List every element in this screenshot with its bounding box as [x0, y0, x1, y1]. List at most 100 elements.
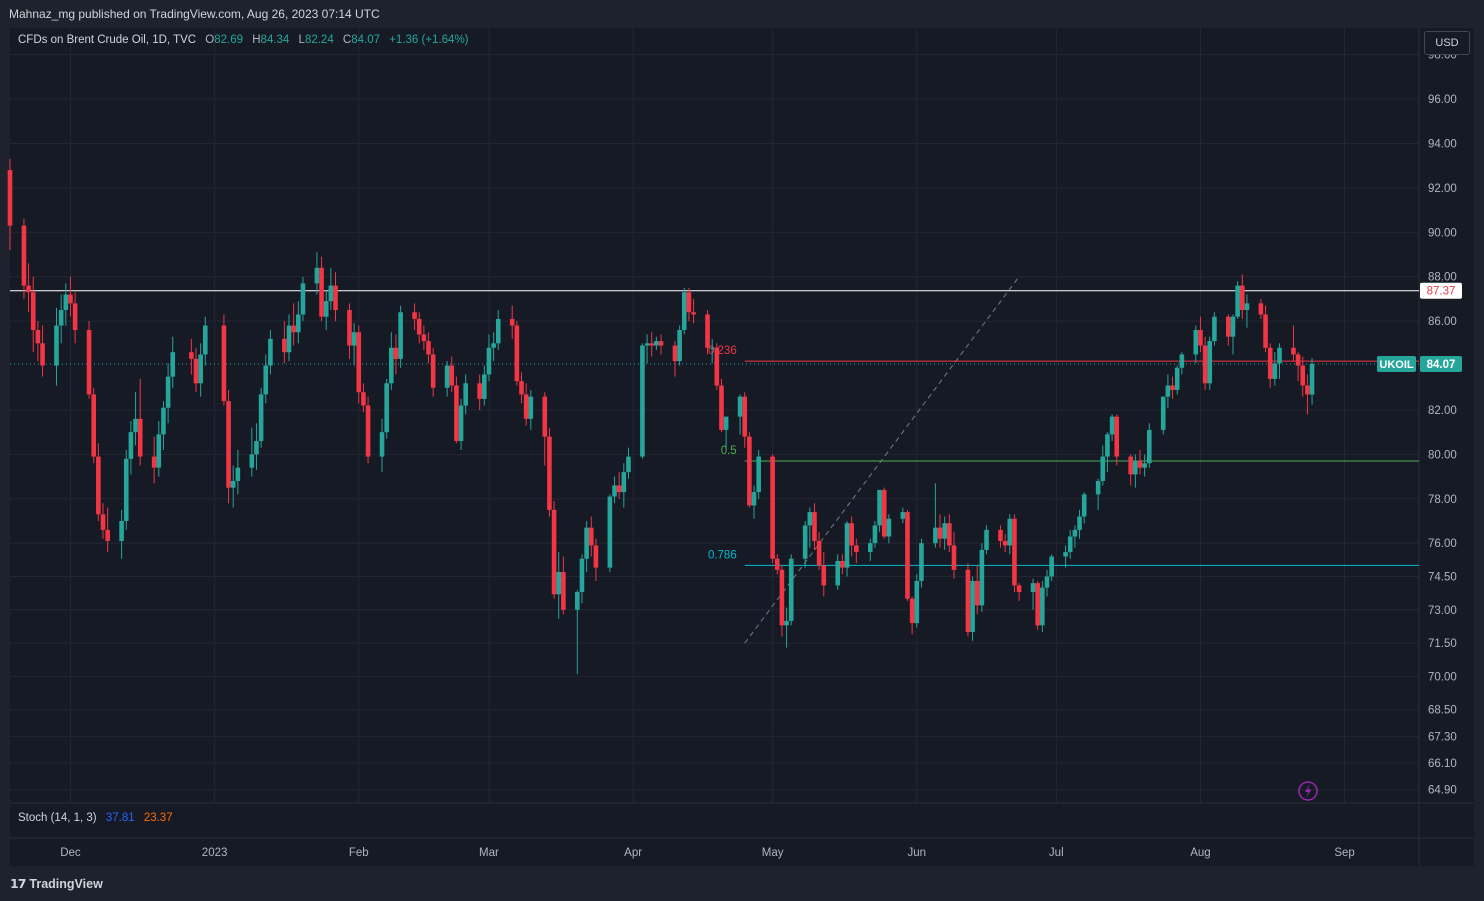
candle-body[interactable]: [189, 352, 194, 359]
candle-body[interactable]: [1165, 385, 1171, 397]
candle-body[interactable]: [849, 523, 854, 546]
candle-body[interactable]: [21, 225, 27, 286]
candle-body[interactable]: [905, 512, 910, 599]
candle-body[interactable]: [584, 527, 589, 559]
candle-body[interactable]: [1179, 354, 1185, 368]
candle-body[interactable]: [816, 540, 822, 566]
candle-body[interactable]: [54, 325, 59, 366]
candle-body[interactable]: [933, 527, 938, 544]
candle-body[interactable]: [1174, 367, 1180, 390]
candle-body[interactable]: [30, 292, 36, 331]
candle-body[interactable]: [747, 436, 752, 506]
candle-body[interactable]: [1146, 429, 1152, 464]
candle-body[interactable]: [807, 512, 813, 526]
candle-body[interactable]: [561, 572, 566, 610]
candle-body[interactable]: [1044, 576, 1050, 588]
candle-body[interactable]: [1235, 285, 1240, 317]
candle-body[interactable]: [788, 558, 794, 621]
candle-body[interactable]: [1239, 285, 1245, 311]
candle-body[interactable]: [426, 341, 431, 355]
candle-body[interactable]: [1016, 585, 1022, 593]
candle-body[interactable]: [1063, 552, 1068, 557]
candle-body[interactable]: [91, 394, 97, 457]
candle-body[interactable]: [449, 365, 455, 386]
candle-body[interactable]: [347, 310, 352, 346]
candle-body[interactable]: [812, 512, 817, 541]
candle-body[interactable]: [86, 330, 92, 395]
candle-body[interactable]: [26, 285, 31, 293]
candle-body[interactable]: [1267, 347, 1273, 379]
candle-body[interactable]: [296, 314, 301, 333]
candle-body[interactable]: [268, 338, 273, 366]
candle-body[interactable]: [1128, 456, 1133, 475]
candle-body[interactable]: [677, 330, 682, 362]
candle-body[interactable]: [1309, 363, 1315, 395]
lightning-icon[interactable]: [1298, 781, 1318, 801]
tradingview-logo[interactable]: 17 TradingView: [10, 876, 103, 891]
candle-body[interactable]: [575, 592, 580, 610]
candle-body[interactable]: [156, 434, 162, 468]
candle-body[interactable]: [854, 545, 859, 553]
candle-body[interactable]: [351, 332, 357, 346]
candle-body[interactable]: [300, 283, 306, 315]
candle-body[interactable]: [612, 485, 617, 497]
candle-body[interactable]: [867, 543, 873, 553]
candle-body[interactable]: [444, 365, 450, 388]
candle-body[interactable]: [1030, 583, 1036, 593]
candle-body[interactable]: [1230, 316, 1236, 337]
candle-body[interactable]: [1193, 330, 1199, 355]
candle-body[interactable]: [1035, 583, 1040, 626]
candle-body[interactable]: [579, 558, 585, 593]
candle-body[interactable]: [802, 525, 808, 559]
candle-body[interactable]: [1226, 316, 1231, 337]
candle-body[interactable]: [1198, 330, 1203, 346]
candle-body[interactable]: [389, 347, 394, 384]
candle-body[interactable]: [100, 514, 106, 530]
candle-body[interactable]: [840, 560, 845, 568]
candle-body[interactable]: [1202, 345, 1208, 384]
candle-body[interactable]: [1305, 385, 1310, 395]
candle-body[interactable]: [365, 405, 371, 457]
candle-body[interactable]: [654, 341, 659, 346]
candle-body[interactable]: [235, 467, 241, 482]
candle-body[interactable]: [742, 396, 748, 437]
currency-button[interactable]: USD: [1424, 31, 1470, 55]
candle-body[interactable]: [58, 310, 64, 326]
candle-body[interactable]: [835, 560, 841, 586]
candle-body[interactable]: [774, 558, 780, 570]
candle-body[interactable]: [165, 376, 171, 408]
candle-body[interactable]: [705, 314, 710, 348]
candle-body[interactable]: [1133, 461, 1138, 475]
candle-body[interactable]: [384, 383, 389, 433]
candle-body[interactable]: [528, 396, 534, 419]
candle-body[interactable]: [123, 458, 129, 521]
candle-body[interactable]: [379, 432, 385, 457]
candle-body[interactable]: [286, 325, 292, 353]
candle-body[interactable]: [1040, 587, 1045, 626]
candle-body[interactable]: [361, 392, 366, 406]
candle-body[interactable]: [198, 354, 203, 384]
candle-body[interactable]: [886, 518, 892, 537]
candle-body[interactable]: [756, 456, 761, 493]
candle-body[interactable]: [486, 347, 492, 375]
candle-body[interactable]: [984, 529, 989, 550]
candle-body[interactable]: [393, 347, 399, 359]
candle-body[interactable]: [737, 396, 743, 417]
candle-body[interactable]: [723, 416, 729, 430]
candle-body[interactable]: [230, 481, 236, 488]
candle-body[interactable]: [282, 338, 287, 353]
candle-body[interactable]: [1095, 481, 1101, 495]
candle-body[interactable]: [547, 436, 552, 510]
candle-body[interactable]: [170, 352, 176, 377]
candle-body[interactable]: [607, 496, 613, 568]
chart-area[interactable]: [10, 28, 1474, 866]
candle-body[interactable]: [881, 489, 887, 537]
candle-body[interactable]: [1258, 303, 1264, 315]
candle-body[interactable]: [63, 294, 69, 311]
candle-body[interactable]: [542, 396, 548, 437]
candle-body[interactable]: [1212, 316, 1217, 342]
candle-body[interactable]: [719, 385, 724, 430]
candle-body[interactable]: [1002, 540, 1008, 546]
candle-body[interactable]: [495, 318, 501, 344]
candle-body[interactable]: [942, 523, 947, 539]
